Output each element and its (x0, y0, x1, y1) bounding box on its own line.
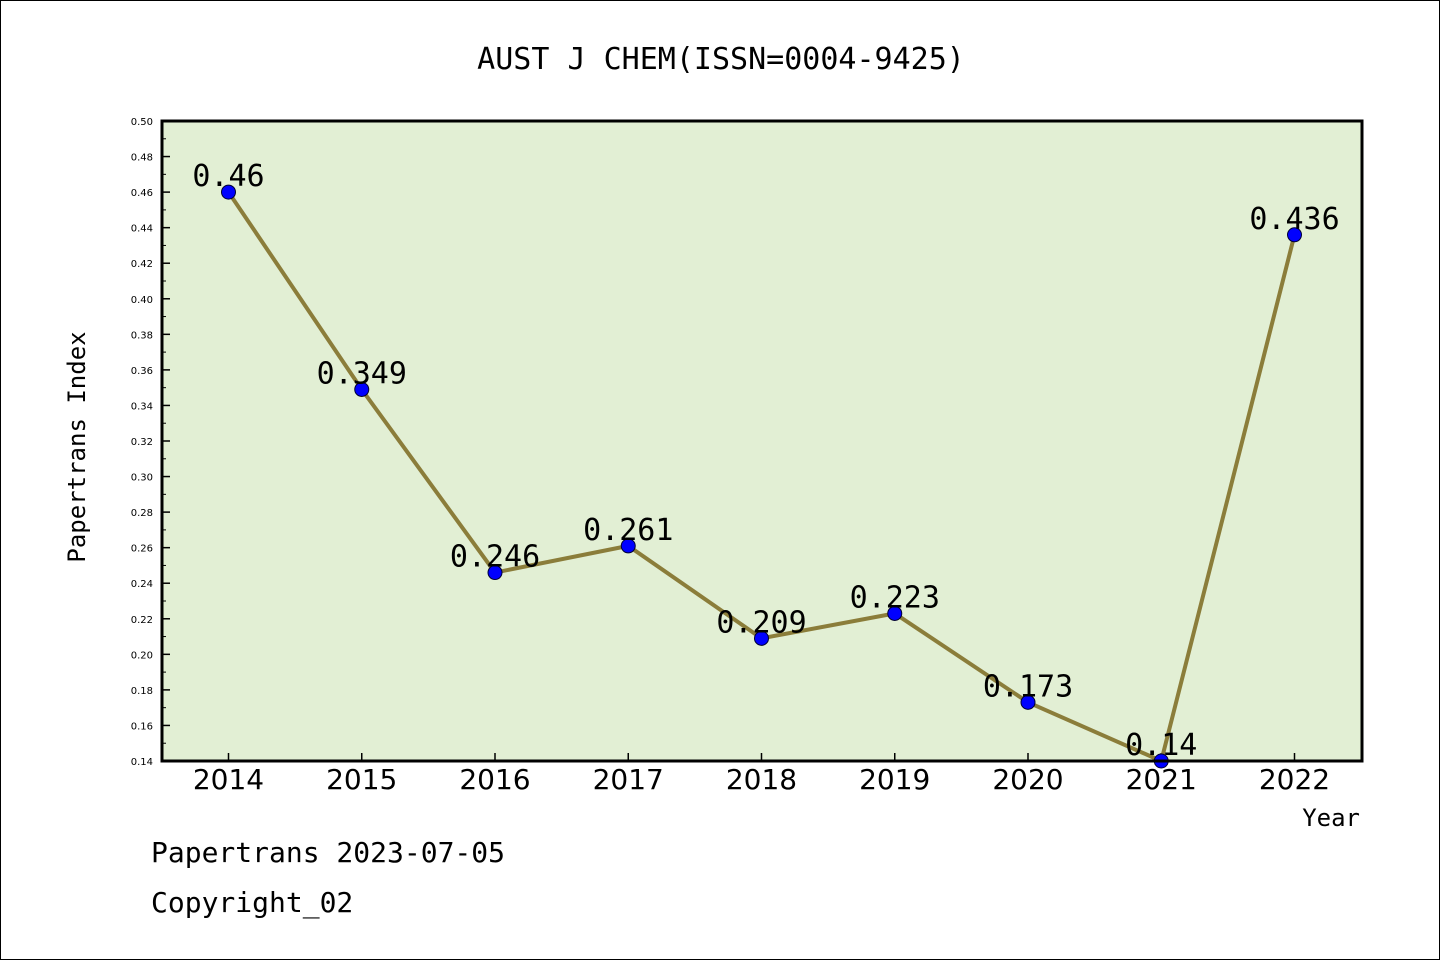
data-label: 0.349 (317, 356, 407, 391)
data-point (754, 630, 769, 646)
y-tick-label: 0.14 (131, 757, 153, 768)
footer-copyright: Copyright_02 (151, 886, 354, 919)
x-tick-label: 2016 (459, 763, 530, 796)
y-tick-label: 0.46 (131, 188, 153, 199)
data-label: 0.14 (1125, 728, 1197, 763)
y-tick-label: 0.42 (131, 259, 153, 270)
data-point (221, 184, 236, 200)
y-tick-label: 0.48 (131, 153, 153, 164)
y-tick-label: 0.50 (131, 117, 153, 128)
x-tick-label: 2020 (992, 763, 1063, 796)
data-point (354, 381, 370, 397)
y-tick-label: 0.16 (131, 721, 153, 732)
y-tick-label: 0.26 (131, 544, 153, 555)
x-axis-label: Year (1302, 804, 1360, 832)
x-axis: 2014 2015 2016 2017 2018 2019 2020 2021 2022 (193, 753, 1330, 796)
y-axis-label: Papertrans Index (63, 331, 91, 562)
x-tick-label: 2018 (726, 763, 797, 796)
y-tick-label: 0.36 (131, 366, 153, 377)
data-point (887, 605, 903, 621)
series-layer: 0.46 0.349 0.246 0.261 0.209 0.223 0.173 0.14 0.… (192, 159, 1340, 769)
y-tick-label: 0.24 (131, 579, 153, 590)
x-tick-label: 2022 (1259, 763, 1330, 796)
data-label: 0.209 (716, 605, 806, 640)
data-label: 0.261 (583, 513, 673, 548)
footer-date: Papertrans 2023-07-05 (151, 836, 506, 869)
data-label: 0.223 (850, 580, 940, 615)
y-tick-label: 0.18 (131, 686, 153, 697)
data-point (1287, 227, 1302, 243)
y-tick-label: 0.20 (131, 650, 153, 661)
y-tick-label: 0.22 (131, 615, 153, 626)
y-axis: 0.14 0.16 0.18 0.20 0.22 0.24 0.26 0.28 0.30 0.32… (131, 117, 170, 768)
data-label: 0.46 (192, 159, 264, 194)
data-point (1020, 694, 1036, 710)
x-tick-label: 2019 (859, 763, 930, 796)
data-label: 0.246 (450, 540, 540, 575)
y-tick-label: 0.28 (131, 508, 153, 519)
x-tick-label: 2017 (593, 763, 664, 796)
y-tick-label: 0.40 (131, 295, 153, 306)
y-tick-label: 0.30 (131, 473, 153, 484)
data-point (487, 565, 503, 581)
x-tick-label: 2015 (326, 763, 397, 796)
plot-frame (160, 119, 1364, 763)
data-point (620, 538, 636, 554)
data-label: 0.173 (983, 669, 1073, 704)
x-tick-label: 2014 (193, 763, 264, 796)
y-tick-label: 0.44 (131, 224, 153, 235)
data-label: 0.436 (1249, 202, 1339, 237)
plot-area (162, 121, 1362, 761)
y-tick-label: 0.32 (131, 437, 153, 448)
y-tick-label: 0.34 (131, 401, 153, 412)
y-tick-label: 0.38 (131, 330, 153, 341)
chart-title: AUST J CHEM(ISSN=0004-9425) (477, 42, 965, 77)
